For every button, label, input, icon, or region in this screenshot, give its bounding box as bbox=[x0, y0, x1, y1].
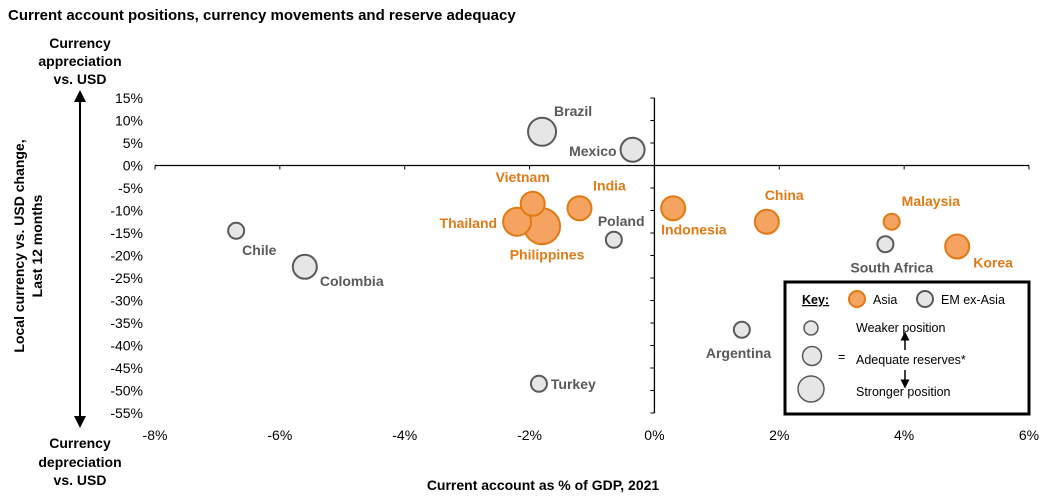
data-point bbox=[227, 221, 246, 240]
data-label: Brazil bbox=[554, 103, 592, 119]
data-point bbox=[732, 320, 751, 339]
data-point bbox=[604, 230, 623, 249]
x-axis-label: Current account as % of GDP, 2021 bbox=[427, 477, 660, 493]
data-label: India bbox=[593, 177, 626, 193]
data-point bbox=[527, 116, 558, 147]
data-point bbox=[619, 136, 646, 163]
data-label: Chile bbox=[242, 242, 276, 258]
x-tick-label: 0% bbox=[644, 427, 664, 443]
y-axis-label: Local currency vs. USD change, Last 12 m… bbox=[11, 139, 45, 352]
data-label: Indonesia bbox=[661, 221, 727, 237]
y-bottom-caption-line: depreciation bbox=[38, 454, 121, 470]
x-tick-label: -6% bbox=[267, 427, 292, 443]
y-tick-label: -15% bbox=[110, 225, 143, 241]
data-point bbox=[753, 208, 780, 235]
y-tick-label: -10% bbox=[110, 203, 143, 219]
legend-em-label: EM ex-Asia bbox=[941, 293, 1005, 307]
legend-frame bbox=[783, 280, 1031, 416]
data-label: Colombia bbox=[320, 273, 384, 289]
y-tick-label: -45% bbox=[110, 360, 143, 376]
legend-equals: = bbox=[838, 350, 845, 364]
series-em-ex-asia: Brazil Mexico Poland Chile Colombia South Afr… bbox=[227, 103, 933, 393]
legend-weaker-label: Weaker position bbox=[856, 321, 945, 335]
data-point bbox=[566, 195, 593, 222]
legend-stronger-label: Stronger position bbox=[856, 385, 951, 399]
y-tick-label: -55% bbox=[110, 405, 143, 421]
legend-key-title: Key: bbox=[802, 293, 829, 307]
data-point bbox=[519, 190, 546, 217]
y-tick-label: 15% bbox=[115, 90, 143, 106]
legend-adequate-label: Adequate reserves* bbox=[856, 353, 966, 367]
data-label: Philippines bbox=[510, 246, 585, 262]
data-point bbox=[882, 212, 901, 231]
chart-title: Current account positions, currency move… bbox=[8, 7, 516, 24]
data-label: Thailand bbox=[440, 215, 498, 231]
y-tick-label: 10% bbox=[115, 113, 143, 129]
y-tick-label: 0% bbox=[123, 158, 143, 174]
y-tick-label: -40% bbox=[110, 338, 143, 354]
data-point bbox=[660, 195, 687, 222]
data-label: Turkey bbox=[551, 376, 596, 392]
data-point bbox=[876, 235, 895, 254]
data-point bbox=[502, 206, 533, 237]
legend-em-swatch bbox=[916, 290, 934, 308]
x-tick-label: -8% bbox=[143, 427, 168, 443]
axes: 15% 10% 5% 0% -5% -10% -15% -20% -25% -30% -35% -40… bbox=[110, 90, 1039, 443]
y-top-caption-line: Currency bbox=[49, 35, 111, 51]
y-bottom-caption-line: Currency bbox=[49, 435, 111, 451]
series-asia: Vietnam India Thailand Philippines Indonesia… bbox=[440, 169, 1014, 271]
data-label: Argentina bbox=[706, 345, 772, 361]
y-bottom-caption: Currency depreciation vs. USD bbox=[38, 435, 121, 488]
y-tick-label: -5% bbox=[118, 180, 143, 196]
x-tick-label: 6% bbox=[1019, 427, 1039, 443]
legend-adequate-swatch bbox=[801, 345, 823, 367]
x-tick-label: -2% bbox=[517, 427, 542, 443]
data-label: China bbox=[765, 187, 804, 203]
y-top-caption-line: appreciation bbox=[38, 53, 121, 69]
data-point bbox=[529, 374, 548, 393]
data-label: South Africa bbox=[850, 259, 933, 275]
x-tick-label: 2% bbox=[769, 427, 789, 443]
data-label: Malaysia bbox=[902, 193, 961, 209]
legend: Key: Asia EM ex-Asia Weaker position = A… bbox=[783, 280, 1031, 416]
x-tick-label: 4% bbox=[894, 427, 914, 443]
data-label: Korea bbox=[973, 255, 1013, 271]
y-top-caption-line: vs. USD bbox=[54, 71, 107, 87]
y-tick-label: -20% bbox=[110, 248, 143, 264]
data-label: Vietnam bbox=[496, 169, 550, 185]
legend-asia-swatch bbox=[848, 290, 866, 308]
data-label: Mexico bbox=[569, 143, 616, 159]
data-points: Vietnam India Thailand Philippines Indonesia… bbox=[227, 103, 1014, 393]
y-tick-label: -25% bbox=[110, 270, 143, 286]
y-bottom-caption-line: vs. USD bbox=[54, 472, 107, 488]
legend-weaker-swatch bbox=[803, 320, 819, 336]
y-tick-label: -30% bbox=[110, 293, 143, 309]
y-axis-label-line: Local currency vs. USD change, bbox=[11, 139, 27, 352]
data-point bbox=[291, 253, 318, 280]
y-tick-label: -35% bbox=[110, 315, 143, 331]
y-tick-label: -50% bbox=[110, 383, 143, 399]
legend-stronger-swatch bbox=[797, 375, 825, 403]
data-point bbox=[944, 233, 971, 260]
data-label: Poland bbox=[598, 213, 645, 229]
y-top-caption: Currency appreciation vs. USD bbox=[38, 35, 121, 87]
x-tick-label: -4% bbox=[392, 427, 417, 443]
legend-asia-label: Asia bbox=[873, 293, 897, 307]
y-axis-label-line: Last 12 months bbox=[29, 194, 45, 297]
y-tick-label: 5% bbox=[123, 135, 143, 151]
